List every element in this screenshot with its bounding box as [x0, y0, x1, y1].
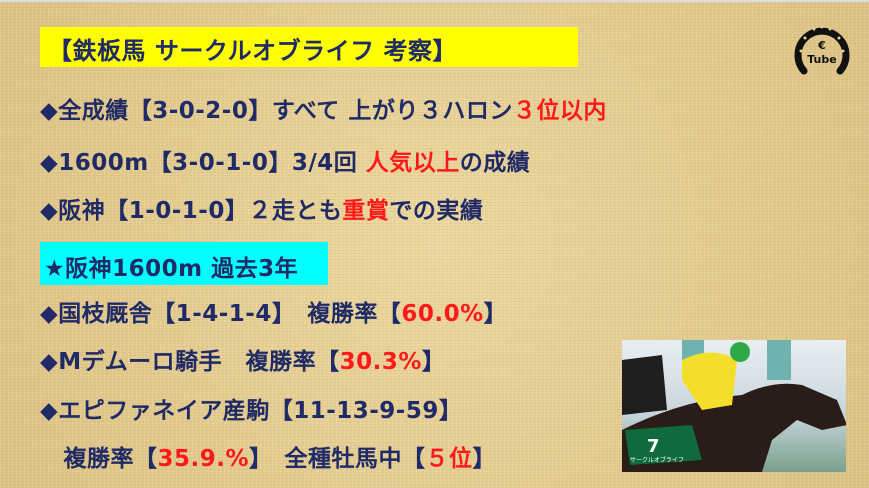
text: 】 全種牡馬中【 — [249, 446, 426, 472]
highlight: ５位 — [425, 446, 473, 472]
svg-text:€: € — [817, 39, 826, 52]
text: ◆1600m【3-0-1-0】3/4回 — [40, 150, 366, 176]
fact-line-2: ◆1600m【3-0-1-0】3/4回 人気以上の成績 — [40, 143, 530, 177]
stat-sire-rate: 複勝率【35.9.%】 全種牡馬中【５位】 — [40, 439, 496, 473]
text: 】 — [421, 349, 446, 375]
text: 】 — [483, 301, 508, 327]
stat-sire: ◆エピファネイア産駒【11-13-9-59】 — [40, 391, 462, 425]
text: ◆国枝厩舎【1-4-1-4】 複勝率【 — [40, 301, 402, 327]
text: ◆阪神【1-0-1-0】２走とも — [40, 198, 343, 224]
slide-title: 【鉄板馬 サークルオブライフ 考察】 — [40, 27, 578, 67]
text: ◆エピファネイア産駒【11-13-9-59】 — [40, 398, 463, 424]
text: ◆全成績【3-0-2-0】すべて 上がり３ハロン — [40, 98, 513, 124]
fact-line-1: ◆全成績【3-0-2-0】すべて 上がり３ハロン３位以内 — [40, 91, 607, 125]
highlight: 人気以上 — [365, 150, 460, 176]
highlight: 30.3% — [339, 349, 422, 375]
highlight: ３位以内 — [512, 98, 607, 124]
highlight: 35.9.% — [157, 446, 250, 472]
text: 複勝率【 — [40, 446, 158, 472]
section-subtitle: ★阪神1600m 過去3年 — [40, 242, 328, 285]
text: での実績 — [389, 198, 484, 224]
stat-jockey: ◆Mデムーロ騎手 複勝率【30.3%】 — [40, 342, 445, 376]
stat-trainer: ◆国枝厩舎【1-4-1-4】 複勝率【60.0%】 — [40, 294, 507, 328]
race-photo: 7 サークルオブライフ — [622, 340, 846, 472]
horseshoe-tube-logo: € Tube — [794, 25, 850, 75]
text: ◆Mデムーロ騎手 複勝率【 — [40, 349, 340, 375]
saddle-number: 7 — [647, 436, 660, 457]
highlight: 重賞 — [342, 198, 390, 224]
fact-line-3: ◆阪神【1-0-1-0】２走とも重賞での実績 — [40, 191, 483, 225]
text: の成績 — [459, 150, 531, 176]
svg-text:Tube: Tube — [807, 53, 836, 66]
saddle-name: サークルオブライフ — [630, 456, 684, 464]
highlight: 60.0% — [401, 301, 484, 327]
text: 】 — [472, 446, 497, 472]
